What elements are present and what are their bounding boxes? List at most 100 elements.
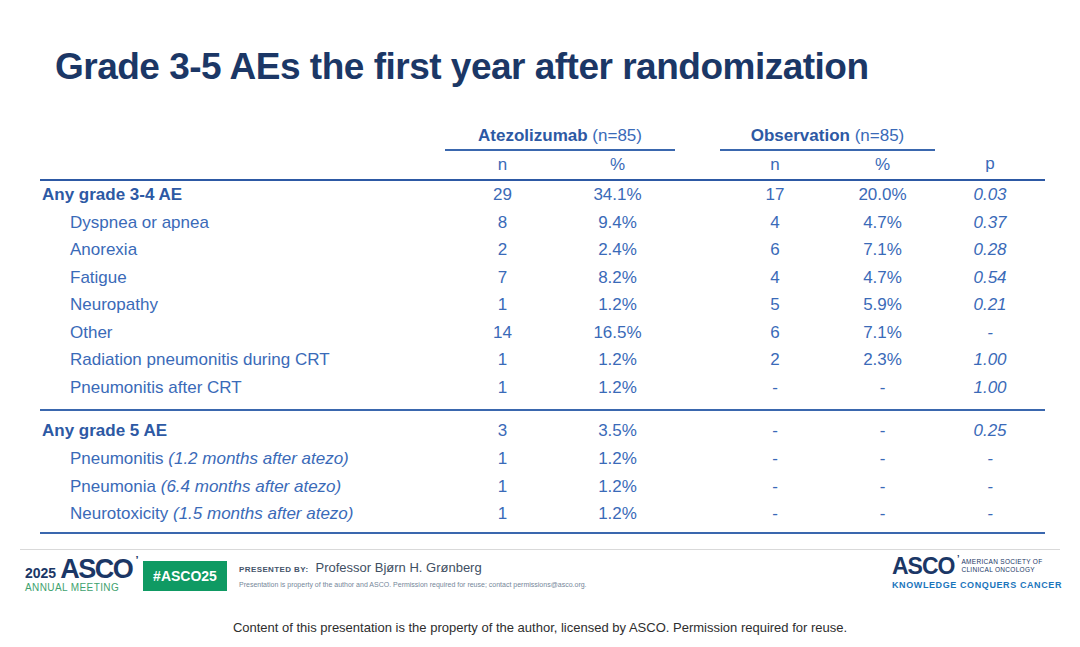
group-name: Observation bbox=[751, 126, 850, 145]
cell-atezo-n: 1 bbox=[445, 374, 560, 411]
cell-p-value: - bbox=[935, 319, 1045, 347]
cell-gap bbox=[675, 410, 720, 445]
cell-atezo-n: 14 bbox=[445, 319, 560, 347]
cell-obs-pct: - bbox=[830, 374, 935, 411]
cell-obs-pct: - bbox=[830, 445, 935, 473]
permission-fine-print: Presentation is property of the author a… bbox=[239, 581, 587, 588]
cell-atezo-pct: 8.2% bbox=[560, 264, 675, 292]
cell-gap bbox=[675, 374, 720, 411]
cell-obs-n: 6 bbox=[720, 319, 830, 347]
table-row: Pneumonitis (1.2 months after atezo)11.2… bbox=[40, 445, 1045, 473]
presenter-name: Professor Bjørn H. Grønberg bbox=[316, 560, 482, 575]
asco-society-line1: AMERICAN SOCIETY OF bbox=[961, 558, 1042, 566]
table-row: Anorexia22.4%67.1%0.28 bbox=[40, 236, 1045, 264]
table-row: Other1416.5%67.1%- bbox=[40, 319, 1045, 347]
cell-obs-n: - bbox=[720, 374, 830, 411]
cell-obs-n: - bbox=[720, 410, 830, 445]
group-n: (n=85) bbox=[850, 126, 904, 145]
cell-p-value: - bbox=[935, 500, 1045, 533]
hashtag-badge: #ASCO25 bbox=[143, 561, 227, 591]
cell-atezo-n: 1 bbox=[445, 500, 560, 533]
col-header-gap bbox=[675, 150, 720, 181]
group-header-observation: Observation (n=85) bbox=[720, 124, 935, 150]
cell-atezo-n: 3 bbox=[445, 410, 560, 445]
group-header-atezolizumab: Atezolizumab (n=85) bbox=[445, 124, 675, 150]
cell-atezo-pct: 1.2% bbox=[560, 500, 675, 533]
cell-obs-n: 4 bbox=[720, 264, 830, 292]
cell-obs-n: 4 bbox=[720, 209, 830, 237]
cell-atezo-pct: 2.4% bbox=[560, 236, 675, 264]
cell-atezo-n: 8 bbox=[445, 209, 560, 237]
cell-atezo-pct: 1.2% bbox=[560, 374, 675, 411]
cell-obs-pct: 4.7% bbox=[830, 209, 935, 237]
meeting-year: 2025 bbox=[25, 565, 56, 581]
table-row: Pneumonia (6.4 months after atezo)11.2% -… bbox=[40, 473, 1045, 501]
cell-obs-pct: - bbox=[830, 500, 935, 533]
group-header-p-spacer bbox=[935, 124, 1045, 150]
cell-obs-n: 2 bbox=[720, 346, 830, 374]
asco-annual-meeting-logo: 2025 ASCO ANNUAL MEETING bbox=[25, 557, 132, 593]
row-label: Pneumonia (6.4 months after atezo) bbox=[40, 473, 445, 501]
cell-obs-n: 6 bbox=[720, 236, 830, 264]
group-gap bbox=[675, 124, 720, 150]
col-header-obs-pct: % bbox=[830, 150, 935, 181]
cell-gap bbox=[675, 264, 720, 292]
cell-gap bbox=[675, 500, 720, 533]
cell-atezo-n: 7 bbox=[445, 264, 560, 292]
cell-obs-pct: 2.3% bbox=[830, 346, 935, 374]
cell-p-value: 0.28 bbox=[935, 236, 1045, 264]
cell-p-value: 0.25 bbox=[935, 410, 1045, 445]
cell-gap bbox=[675, 180, 720, 209]
row-label-note: (1.2 months after atezo) bbox=[164, 449, 349, 468]
cell-atezo-pct: 1.2% bbox=[560, 445, 675, 473]
row-label: Pneumonitis after CRT bbox=[40, 374, 445, 411]
row-label: Any grade 3-4 AE bbox=[40, 180, 445, 209]
cell-gap bbox=[675, 346, 720, 374]
cell-obs-n: - bbox=[720, 445, 830, 473]
cell-atezo-n: 29 bbox=[445, 180, 560, 209]
cell-obs-pct: - bbox=[830, 410, 935, 445]
cell-atezo-n: 1 bbox=[445, 473, 560, 501]
bottom-caption: Content of this presentation is the prop… bbox=[0, 620, 1080, 635]
row-label: Fatigue bbox=[40, 264, 445, 292]
cell-gap bbox=[675, 291, 720, 319]
asco-society-logo: ASCO AMERICAN SOCIETY OF CLINICAL ONCOLO… bbox=[892, 556, 1062, 590]
group-name: Atezolizumab bbox=[478, 126, 588, 145]
row-label: Neurotoxicity (1.5 months after atezo) bbox=[40, 500, 445, 533]
table-row: Neurotoxicity (1.5 months after atezo)11… bbox=[40, 500, 1045, 533]
cell-atezo-n: 1 bbox=[445, 346, 560, 374]
cell-obs-pct: 4.7% bbox=[830, 264, 935, 292]
col-header-atezo-pct: % bbox=[560, 150, 675, 181]
row-label-note: (1.5 months after atezo) bbox=[168, 504, 353, 523]
cell-gap bbox=[675, 473, 720, 501]
asco-society-text: AMERICAN SOCIETY OF CLINICAL ONCOLOGY bbox=[961, 558, 1042, 574]
asco-society-line2: CLINICAL ONCOLOGY bbox=[961, 566, 1042, 574]
table-row: Fatigue78.2%44.7%0.54 bbox=[40, 264, 1045, 292]
cell-obs-pct: 7.1% bbox=[830, 236, 935, 264]
cell-p-value: 0.03 bbox=[935, 180, 1045, 209]
table-row: Radiation pneumonitis during CRT11.2%22.… bbox=[40, 346, 1045, 374]
cell-atezo-pct: 1.2% bbox=[560, 473, 675, 501]
cell-p-value: - bbox=[935, 473, 1045, 501]
table-row: Any grade 5 AE33.5%--0.25 bbox=[40, 410, 1045, 445]
group-header-row: Atezolizumab (n=85) Observation (n=85) bbox=[40, 124, 1045, 150]
table-row: Pneumonitis after CRT11.2%--1.00 bbox=[40, 374, 1045, 411]
cell-gap bbox=[675, 236, 720, 264]
cell-atezo-n: 1 bbox=[445, 291, 560, 319]
row-label: Other bbox=[40, 319, 445, 347]
asco-tagline: KNOWLEDGE CONQUERS CANCER bbox=[892, 580, 1062, 590]
slide-title: Grade 3-5 AEs the first year after rando… bbox=[55, 46, 869, 88]
cell-gap bbox=[675, 209, 720, 237]
cell-atezo-pct: 9.4% bbox=[560, 209, 675, 237]
cell-obs-n: 17 bbox=[720, 180, 830, 209]
row-label: Neuropathy bbox=[40, 291, 445, 319]
col-header-p: p bbox=[935, 150, 1045, 181]
row-label: Anorexia bbox=[40, 236, 445, 264]
cell-obs-pct: 20.0% bbox=[830, 180, 935, 209]
cell-obs-pct: 7.1% bbox=[830, 319, 935, 347]
asco-logo-name: ASCO bbox=[892, 556, 954, 577]
row-label: Radiation pneumonitis during CRT bbox=[40, 346, 445, 374]
row-label: Any grade 5 AE bbox=[40, 410, 445, 445]
col-header-label bbox=[40, 150, 445, 181]
cell-atezo-pct: 34.1% bbox=[560, 180, 675, 209]
